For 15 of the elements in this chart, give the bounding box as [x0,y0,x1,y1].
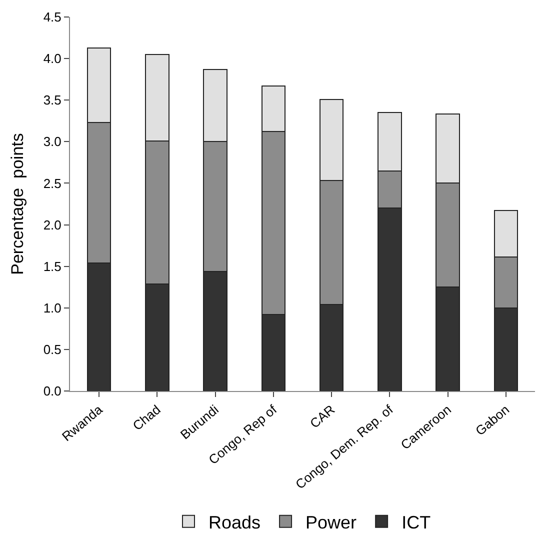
y-tick-label: 3.0 [43,134,62,150]
y-tick-label: 1.0 [43,300,62,316]
y-tick-label: 0.0 [43,384,62,399]
legend-label: Roads [208,512,261,532]
y-tick-label: 3.5 [43,92,62,108]
y-tick-label: 4.5 [43,10,62,25]
legend-label: Power [306,512,357,532]
y-tick-label: 2.0 [43,217,62,232]
y-tick-label: 2.5 [43,176,62,191]
y-axis-title: Percentage points [8,133,27,275]
y-tick-label: 1.5 [43,258,62,274]
legend-label: ICT [402,512,431,532]
y-tick-label: 4.0 [43,51,62,66]
x-tick-label: CAR [306,402,338,432]
y-tick-label: 0.5 [43,342,62,357]
